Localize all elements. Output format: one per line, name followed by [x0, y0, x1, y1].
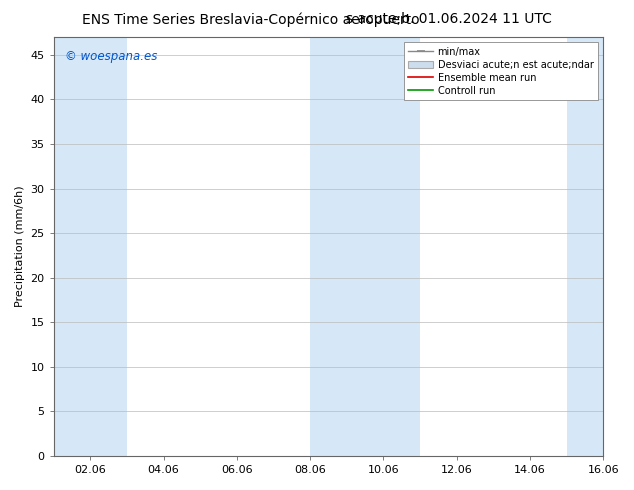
Bar — [310, 37, 420, 456]
Text: s acute;b. 01.06.2024 11 UTC: s acute;b. 01.06.2024 11 UTC — [346, 12, 552, 26]
Bar — [54, 37, 127, 456]
Legend: min/max, Desviaci acute;n est acute;ndar, Ensemble mean run, Controll run: min/max, Desviaci acute;n est acute;ndar… — [404, 42, 598, 100]
Y-axis label: Precipitation (mm/6h): Precipitation (mm/6h) — [15, 186, 25, 307]
Bar — [567, 37, 603, 456]
Text: ENS Time Series Breslavia-Copérnico aeropuerto: ENS Time Series Breslavia-Copérnico aero… — [82, 12, 420, 27]
Text: © woespana.es: © woespana.es — [65, 49, 157, 63]
